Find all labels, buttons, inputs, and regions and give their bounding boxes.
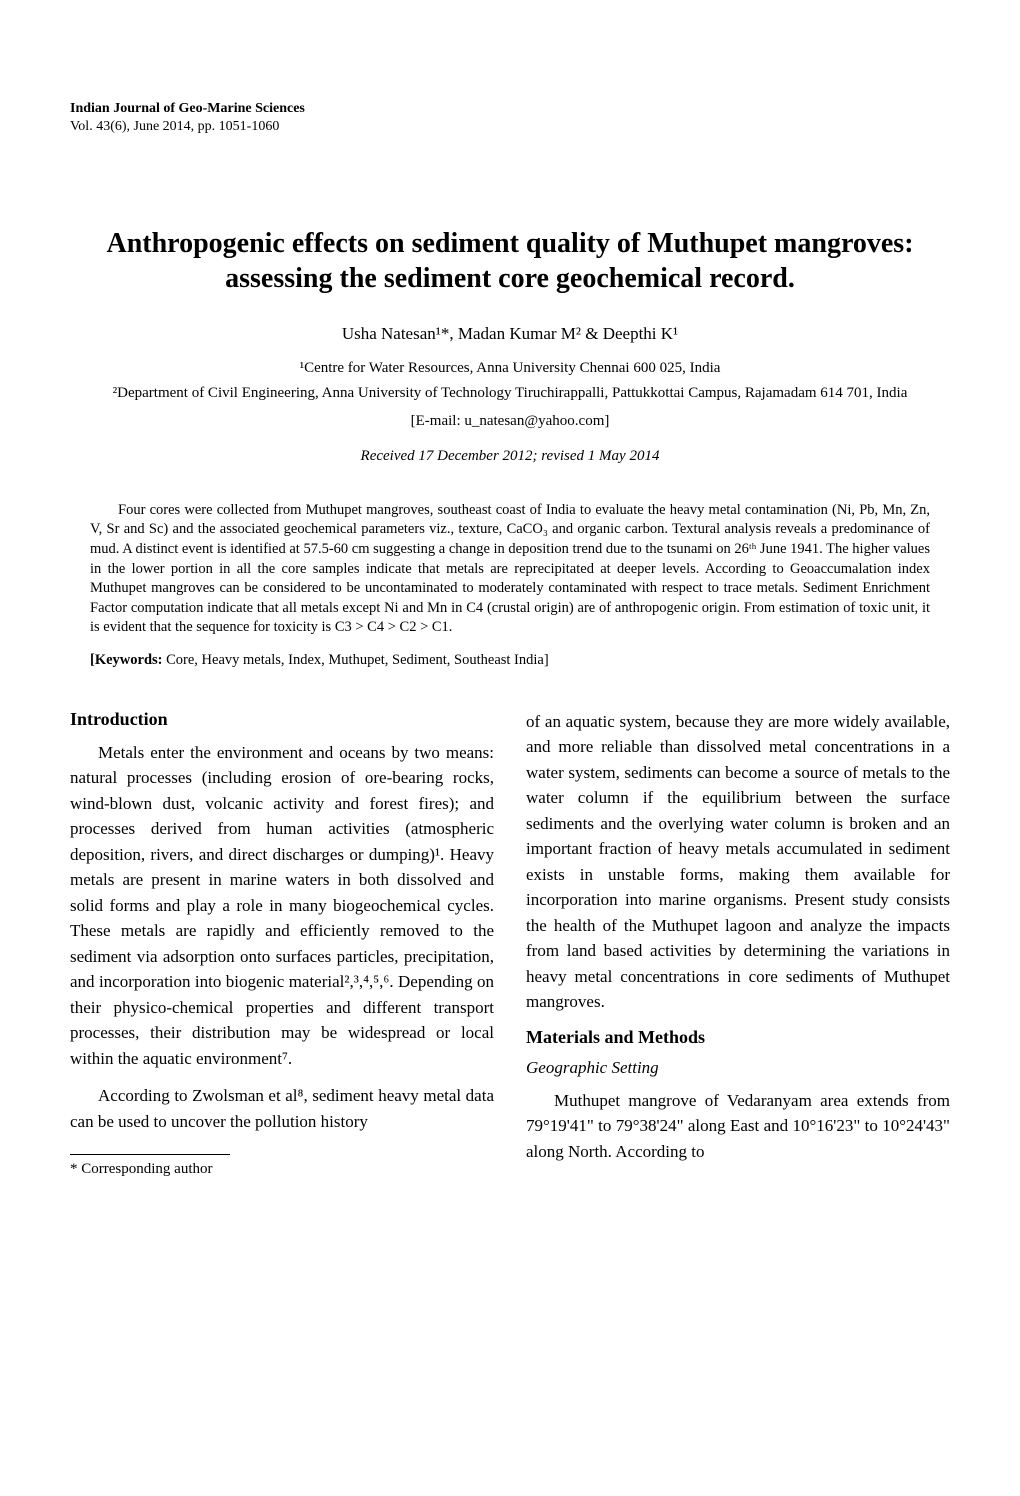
- received-dates: Received 17 December 2012; revised 1 May…: [70, 448, 950, 465]
- column-right: of an aquatic system, because they are m…: [526, 709, 950, 1179]
- subsection-heading-geographic: Geographic Setting: [526, 1058, 950, 1078]
- corresponding-author-footnote: * Corresponding author: [70, 1161, 494, 1178]
- paper-title: Anthropogenic effects on sediment qualit…: [70, 226, 950, 296]
- col2-paragraph-1: of an aquatic system, because they are m…: [526, 709, 950, 1015]
- journal-header: Indian Journal of Geo-Marine Sciences Vo…: [70, 100, 950, 136]
- abstract: Four cores were collected from Muthupet …: [90, 501, 930, 638]
- intro-paragraph-2: According to Zwolsman et al⁸, sediment h…: [70, 1083, 494, 1134]
- keywords-label: [Keywords:: [90, 652, 163, 668]
- affiliation-2: ²Department of Civil Engineering, Anna U…: [70, 383, 950, 403]
- keywords-text: Core, Heavy metals, Index, Muthupet, Sed…: [163, 652, 549, 668]
- keywords: [Keywords: Core, Heavy metals, Index, Mu…: [90, 652, 930, 669]
- footnote-rule: [70, 1154, 230, 1155]
- column-left: Introduction Metals enter the environmen…: [70, 709, 494, 1179]
- two-column-body: Introduction Metals enter the environmen…: [70, 709, 950, 1179]
- affiliation-1: ¹Centre for Water Resources, Anna Univer…: [70, 358, 950, 378]
- intro-paragraph-1: Metals enter the environment and oceans …: [70, 740, 494, 1072]
- authors: Usha Natesan¹*, Madan Kumar M² & Deepthi…: [70, 324, 950, 344]
- section-heading-materials: Materials and Methods: [526, 1027, 950, 1048]
- section-heading-introduction: Introduction: [70, 709, 494, 730]
- corresponding-email: [E-mail: u_natesan@yahoo.com]: [70, 413, 950, 430]
- geographic-paragraph-1: Muthupet mangrove of Vedaranyam area ext…: [526, 1088, 950, 1165]
- journal-name: Indian Journal of Geo-Marine Sciences: [70, 100, 950, 118]
- journal-volume: Vol. 43(6), June 2014, pp. 1051-1060: [70, 118, 950, 136]
